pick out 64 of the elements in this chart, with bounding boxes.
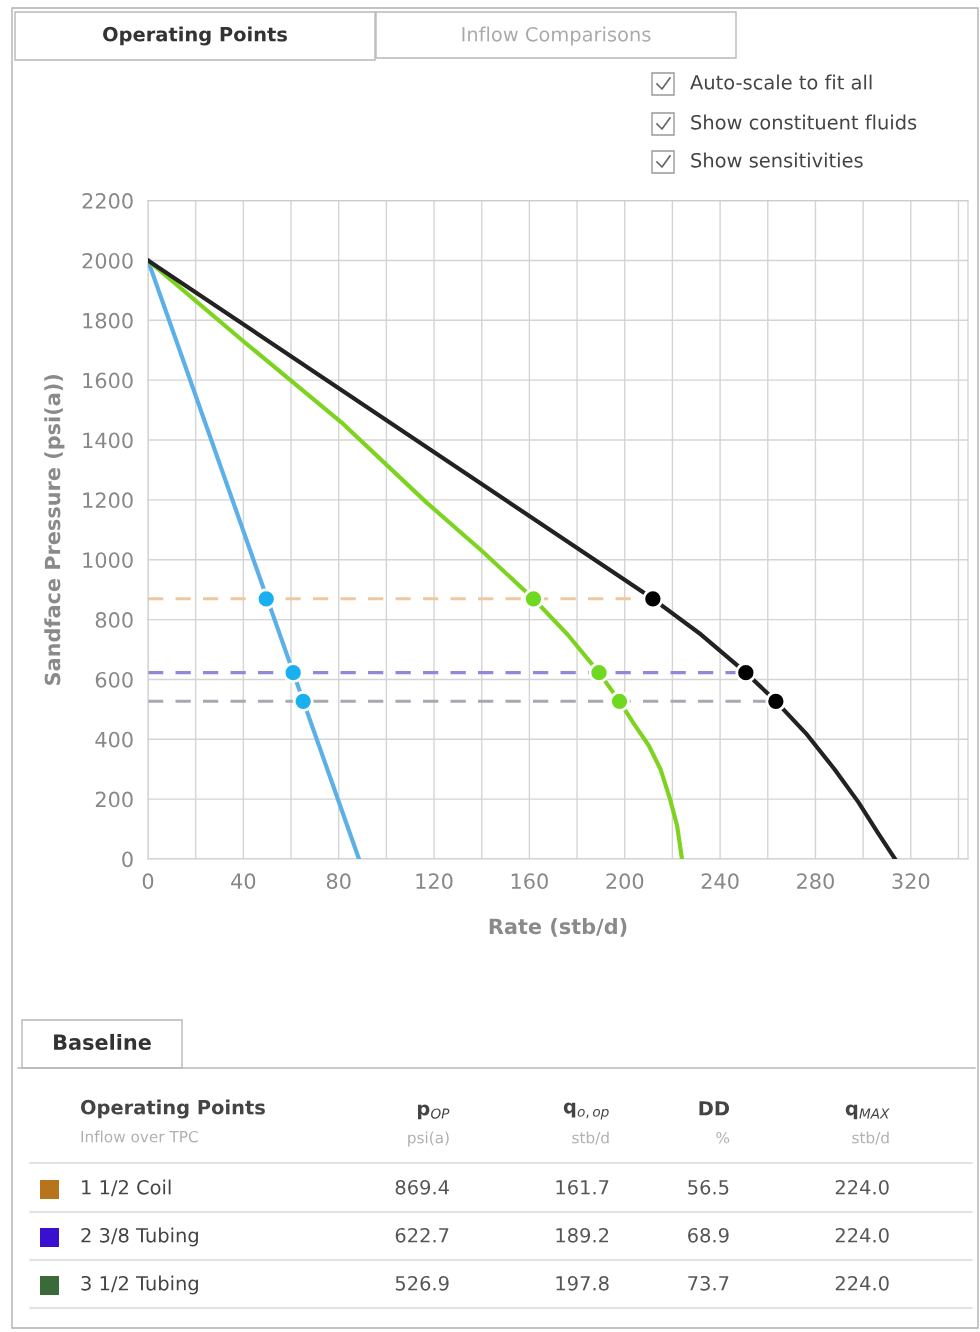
category-label: DD — [699, 1101, 729, 1116]
text: Operating Points — [80, 1099, 265, 1119]
y-tick-label: 1800 — [83, 312, 133, 329]
y-tick-label: 1400 — [83, 432, 133, 449]
x-axis-title: Rate (stb/d) — [489, 918, 627, 937]
x-tick-label: 320 — [892, 873, 930, 890]
category-label: p$_{OP}$ — [418, 1104, 450, 1120]
text: 56.5 — [688, 1179, 729, 1195]
category-label: q$_{o,op}$ — [563, 1102, 609, 1120]
text: Show constituent fluids — [691, 114, 917, 130]
text: Auto-scale to fit all — [690, 74, 872, 90]
text: 622.7 — [395, 1227, 449, 1243]
text: stb/d — [572, 1131, 609, 1145]
y-tick-label: 600 — [95, 671, 133, 688]
x-tick-label: 80 — [326, 873, 351, 890]
x-tick-label: 0 — [142, 873, 154, 890]
x-tick-label: 40 — [231, 873, 256, 890]
x-tick-label: 280 — [797, 873, 834, 890]
y-tick-label: 400 — [95, 731, 133, 748]
text: Inflow Comparisons — [462, 26, 651, 46]
text: stb/d — [852, 1131, 889, 1145]
x-tick-label: 240 — [701, 873, 739, 890]
y-tick-label: 1000 — [83, 552, 133, 568]
point — [642, 588, 664, 610]
text: Operating Points — [103, 26, 287, 46]
text: 73.7 — [688, 1275, 729, 1291]
category-label: 3 1/2 Tubing — [81, 1275, 198, 1295]
text: psi(a) — [408, 1131, 449, 1147]
category-label: q$_{MAX}$ — [845, 1104, 890, 1120]
y-tick-label: 2200 — [82, 193, 133, 209]
y-tick-label: 0 — [122, 851, 133, 868]
point — [523, 588, 544, 610]
category-label: 2 3/8 Tubing — [81, 1227, 198, 1247]
text: 68.9 — [688, 1227, 729, 1243]
point — [735, 662, 757, 684]
y-tick-label: 800 — [95, 612, 133, 628]
text: Baseline — [54, 1033, 151, 1051]
point — [292, 690, 314, 712]
point — [588, 662, 610, 684]
text: 197.8 — [556, 1275, 609, 1291]
text: 224.0 — [835, 1275, 889, 1291]
point — [282, 662, 304, 684]
text: 869.4 — [395, 1179, 449, 1195]
text: 224.0 — [835, 1179, 889, 1195]
x-tick-label: 200 — [606, 873, 644, 890]
text: Show sensitivities — [691, 152, 863, 168]
point — [255, 588, 277, 610]
y-tick-label: 1600 — [83, 372, 133, 389]
y-axis-title: Sandface Pressure (psi(a)) — [44, 374, 65, 685]
text: 224.0 — [835, 1227, 889, 1243]
line-series — [148, 258, 898, 859]
text: Inflow over TPC — [81, 1130, 198, 1143]
point — [609, 690, 630, 712]
text: 189.2 — [556, 1227, 609, 1243]
x-tick-label: 120 — [416, 873, 453, 890]
category-label: 1 1/2 Coil — [82, 1179, 171, 1197]
text: % — [716, 1131, 730, 1144]
x-tick-label: 160 — [511, 873, 548, 890]
y-tick-label: 200 — [95, 791, 133, 808]
y-tick-label: 2000 — [82, 252, 133, 269]
point — [765, 690, 787, 712]
text: 526.9 — [395, 1275, 449, 1291]
y-tick-label: 1200 — [83, 492, 133, 509]
text: 161.7 — [556, 1179, 609, 1195]
